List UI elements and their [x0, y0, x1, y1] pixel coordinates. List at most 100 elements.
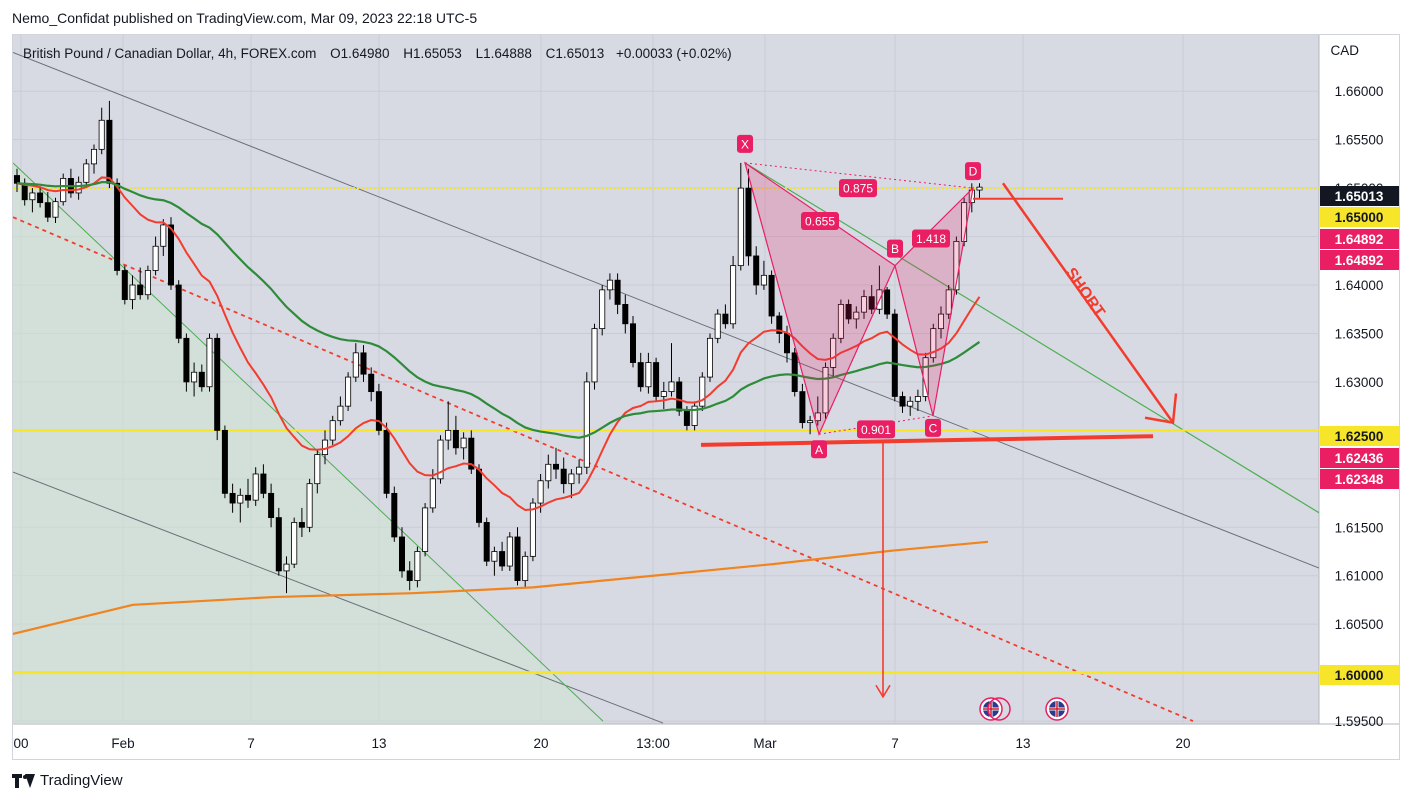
pattern-point-b-box: [887, 239, 903, 258]
moving-averages: [13, 176, 989, 635]
time-tick-label: 20: [533, 736, 548, 751]
price-tick-label: 1.65500: [1335, 133, 1384, 148]
candle-body: [252, 473, 259, 501]
candle-body: [591, 328, 598, 383]
candle-body: [106, 119, 113, 184]
candle-body: [29, 192, 36, 201]
pattern-ratio-label-box: [857, 420, 895, 439]
candle-body: [737, 187, 744, 267]
candle-body: [306, 483, 313, 528]
time-tick-label: 7: [891, 736, 899, 751]
tradingview-logo[interactable]: TradingView: [12, 772, 123, 789]
price-tick-label: 1.66000: [1335, 84, 1384, 99]
symbol-legend[interactable]: British Pound / Canadian Dollar, 4h, FOR…: [23, 46, 732, 61]
candle-body: [137, 284, 144, 296]
time-tick-label: 7: [247, 736, 255, 751]
candle-body: [583, 381, 590, 468]
candle-body: [398, 536, 405, 572]
chart-panel[interactable]: SHORT X A B C D 0.875 0.655 1.418 0.901 1.59500 1.…: [12, 34, 1400, 760]
candle-body: [275, 517, 282, 572]
candle-body: [853, 311, 860, 320]
candle-body: [283, 563, 290, 572]
currency-label: CAD: [1330, 43, 1359, 58]
candle-body: [691, 405, 698, 426]
trendline-upper: [13, 51, 1319, 569]
candle-body: [768, 274, 775, 317]
pattern-point-c-box: [925, 418, 941, 437]
uk-flag-icon: [1045, 697, 1069, 721]
candle-body: [814, 412, 821, 422]
candle-body: [244, 494, 251, 501]
ema-mid: [16, 181, 981, 439]
time-tick-label: 13: [1015, 736, 1030, 751]
price-label-box: [1320, 250, 1399, 270]
candle-body: [837, 303, 844, 339]
price-label: 1.65000: [1335, 210, 1384, 225]
candle-body: [537, 480, 544, 504]
pattern-point-d-box: [965, 162, 981, 181]
candle-body: [114, 182, 121, 271]
candle-body: [622, 303, 629, 325]
time-tick-label: Feb: [111, 736, 134, 751]
candle-body: [475, 468, 482, 523]
price-label-box: [1320, 448, 1399, 468]
candle-body: [44, 202, 51, 218]
candle-body: [221, 429, 228, 494]
candle-body: [676, 381, 683, 412]
time-tick-label: 13:00: [636, 736, 670, 751]
time-axis: 00 Feb 7 13 20 13:00 Mar 7 13 20: [13, 736, 1190, 751]
candle-body: [560, 468, 567, 485]
price-label: 1.62436: [1335, 451, 1384, 466]
trendline-lower: [13, 471, 664, 724]
candle-body: [268, 492, 275, 518]
pattern-point-a: A: [815, 443, 823, 457]
close-label: C: [545, 46, 556, 61]
candle-body: [206, 337, 213, 388]
candle-body: [360, 352, 367, 375]
support-line: [700, 434, 1154, 447]
candle-body: [37, 192, 44, 204]
candle-body: [468, 437, 475, 470]
change-value: +0.00033 (+0.02%): [616, 46, 732, 61]
price-tick-label: 1.64000: [1335, 278, 1384, 293]
candle-body: [884, 289, 891, 315]
ema-slow: [13, 540, 989, 635]
drawings: [13, 51, 1319, 724]
candle-body: [660, 391, 667, 397]
candle-body: [260, 473, 267, 494]
candle-body: [391, 492, 398, 538]
candle-body: [345, 376, 352, 407]
candle-body: [907, 400, 914, 407]
candle-body: [91, 148, 98, 165]
candle-body: [784, 333, 791, 354]
pattern-point-x: X: [741, 137, 749, 151]
candle-body: [861, 296, 868, 313]
candle-body: [553, 463, 560, 470]
candle-body: [506, 536, 513, 567]
candle-body: [237, 494, 244, 504]
candle-body: [945, 289, 952, 315]
candle-body: [337, 405, 344, 422]
publisher-line: Nemo_Confidat published on TradingView.c…: [12, 10, 478, 26]
channel-shade: [13, 162, 603, 724]
trendline-red-dashed: [13, 216, 1194, 722]
candle-body: [52, 201, 59, 218]
pattern-ratio-line: [818, 415, 934, 435]
pattern-ratio-label: 0.901: [861, 423, 891, 437]
time-tick-label: Mar: [753, 736, 777, 751]
candle-body: [83, 163, 90, 183]
symbol-name[interactable]: British Pound / Canadian Dollar, 4h, FOR…: [23, 46, 317, 61]
close-value: 1.65013: [555, 46, 605, 61]
candle-body: [891, 313, 898, 397]
price-label: 1.65013: [1335, 189, 1384, 204]
candle-body: [745, 187, 752, 257]
pattern-bcd: [894, 186, 974, 416]
candle-body: [499, 551, 506, 567]
candle-body: [352, 352, 359, 378]
ema-fast: [16, 176, 981, 512]
candle-body: [899, 396, 906, 407]
candle-body: [568, 473, 575, 485]
candle-body: [175, 284, 182, 339]
candle-body: [914, 396, 921, 402]
